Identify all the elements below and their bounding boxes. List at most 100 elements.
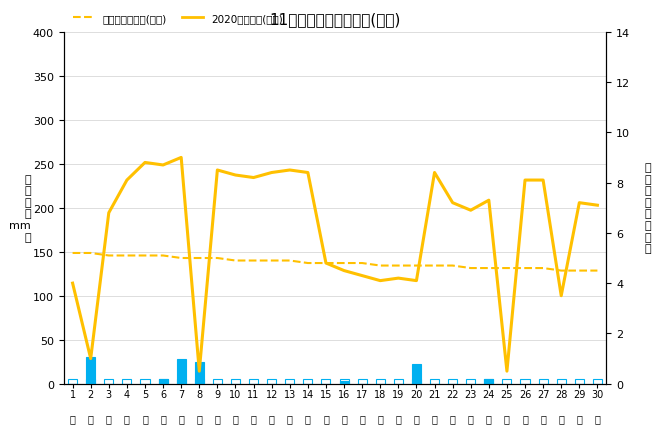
日照時間平年値(時間) (485, 266, 493, 271)
日照時間平年値(時間) (412, 263, 420, 269)
Bar (484, 379, 494, 384)
Title: 11月降水量・日照時間(日別): 11月降水量・日照時間(日別) (269, 12, 401, 27)
Bar (86, 358, 95, 384)
日照時間平年値(時間) (503, 266, 511, 271)
2020日照時間(時間) (539, 178, 547, 183)
日照時間平年値(時間) (358, 261, 366, 266)
Bar (86, 379, 95, 384)
Bar (231, 379, 240, 384)
Line: 日照時間平年値(時間): 日照時間平年値(時間) (73, 253, 597, 271)
Bar (321, 379, 331, 384)
日照時間平年値(時間) (449, 263, 457, 269)
2020日照時間(時間) (141, 161, 149, 166)
日照時間平年値(時間) (304, 261, 312, 266)
2020日照時間(時間) (430, 171, 438, 176)
Bar (593, 379, 602, 384)
Bar (304, 379, 312, 384)
日照時間平年値(時間) (576, 268, 583, 273)
2020日照時間(時間) (195, 369, 203, 374)
2020日照時間(時間) (485, 198, 493, 203)
Bar (195, 379, 204, 384)
Bar (267, 379, 276, 384)
2020日照時間(時間) (213, 168, 221, 173)
日照時間平年値(時間) (159, 253, 167, 259)
Bar (358, 379, 367, 384)
日照時間平年値(時間) (178, 256, 185, 261)
2020日照時間(時間) (557, 293, 565, 299)
2020日照時間(時間) (449, 201, 457, 206)
Bar (141, 379, 150, 384)
日照時間平年値(時間) (86, 251, 94, 256)
日照時間平年値(時間) (395, 263, 403, 269)
2020日照時間(時間) (123, 178, 131, 183)
Y-axis label: 降
水
量
（
mm
）: 降 水 量 （ mm ） (9, 174, 31, 242)
2020日照時間(時間) (159, 163, 167, 168)
Bar (122, 379, 131, 384)
Bar (521, 379, 529, 384)
2020日照時間(時間) (467, 208, 475, 214)
Bar (412, 379, 421, 384)
Bar (556, 379, 566, 384)
Y-axis label: 日
照
時
間
（
時
間
）: 日 照 時 間 （ 時 間 ） (644, 163, 651, 254)
日照時間平年値(時間) (69, 251, 77, 256)
Bar (412, 365, 421, 384)
2020日照時間(時間) (412, 278, 420, 283)
日照時間平年値(時間) (232, 258, 240, 263)
日照時間平年値(時間) (340, 261, 348, 266)
Bar (339, 381, 348, 384)
2020日照時間(時間) (69, 281, 77, 286)
日照時間平年値(時間) (521, 266, 529, 271)
Bar (448, 379, 457, 384)
日照時間平年値(時間) (467, 266, 475, 271)
日照時間平年値(時間) (105, 253, 113, 259)
2020日照時間(時間) (593, 203, 601, 208)
日照時間平年値(時間) (539, 266, 547, 271)
Bar (177, 359, 185, 384)
Bar (68, 379, 77, 384)
日照時間平年値(時間) (141, 253, 149, 259)
2020日照時間(時間) (232, 173, 240, 178)
Bar (213, 379, 222, 384)
Bar (502, 379, 512, 384)
Bar (539, 379, 548, 384)
Bar (376, 379, 385, 384)
2020日照時間(時間) (358, 273, 366, 279)
Bar (575, 379, 584, 384)
2020日照時間(時間) (521, 178, 529, 183)
日照時間平年値(時間) (593, 268, 601, 273)
2020日照時間(時間) (503, 369, 511, 374)
Bar (104, 379, 114, 384)
Bar (285, 379, 294, 384)
2020日照時間(時間) (286, 168, 294, 173)
2020日照時間(時間) (340, 268, 348, 273)
Bar (484, 379, 494, 384)
日照時間平年値(時間) (322, 261, 330, 266)
日照時間平年値(時間) (557, 268, 565, 273)
Bar (158, 379, 168, 384)
2020日照時間(時間) (322, 261, 330, 266)
Bar (339, 379, 348, 384)
Bar (466, 379, 475, 384)
日照時間平年値(時間) (268, 258, 276, 263)
Line: 2020日照時間(時間): 2020日照時間(時間) (73, 158, 597, 372)
2020日照時間(時間) (576, 201, 583, 206)
2020日照時間(時間) (178, 155, 185, 161)
日照時間平年値(時間) (376, 263, 384, 269)
日照時間平年値(時間) (249, 258, 257, 263)
日照時間平年値(時間) (430, 263, 438, 269)
2020日照時間(時間) (395, 276, 403, 281)
2020日照時間(時間) (105, 210, 113, 216)
Bar (177, 379, 185, 384)
2020日照時間(時間) (249, 175, 257, 181)
2020日照時間(時間) (268, 171, 276, 176)
Bar (158, 379, 168, 384)
日照時間平年値(時間) (195, 256, 203, 261)
Bar (394, 379, 403, 384)
日照時間平年値(時間) (213, 256, 221, 261)
Bar (195, 362, 204, 384)
Legend: 日照時間平年値(時間), 2020日照時間(時間): 日照時間平年値(時間), 2020日照時間(時間) (69, 10, 287, 28)
2020日照時間(時間) (376, 278, 384, 283)
Bar (430, 379, 439, 384)
2020日照時間(時間) (304, 171, 312, 176)
日照時間平年値(時間) (286, 258, 294, 263)
